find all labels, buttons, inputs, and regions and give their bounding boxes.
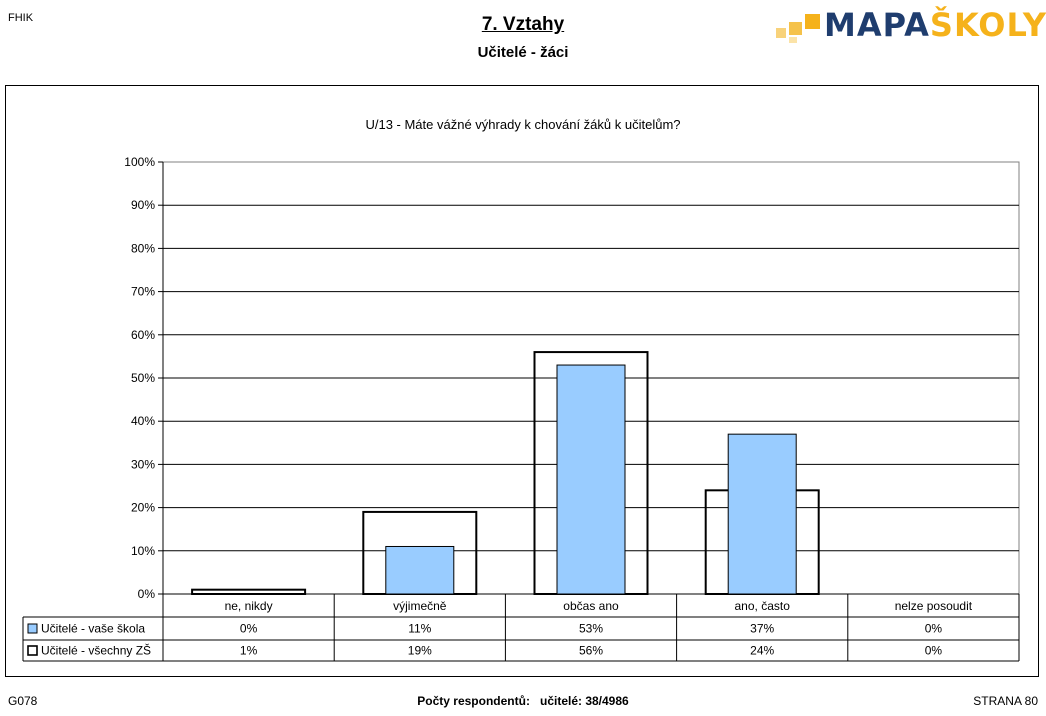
bar-your-school xyxy=(556,364,626,595)
legend-swatch-all-schools xyxy=(27,645,38,656)
chart-frame xyxy=(5,85,1039,677)
page-subtitle: Učitelé - žáci xyxy=(477,44,569,61)
category-label: ano, často xyxy=(735,599,791,613)
logo-square-icon xyxy=(789,22,802,35)
y-tick-label: 30% xyxy=(131,457,155,471)
bar-your-school xyxy=(385,545,455,595)
category-label: občas ano xyxy=(563,599,619,613)
data-label: 0% xyxy=(925,622,943,636)
y-tick-label: 50% xyxy=(131,371,155,385)
y-tick-label: 20% xyxy=(131,501,155,515)
y-tick-label: 40% xyxy=(131,414,155,428)
data-label: 0% xyxy=(925,644,943,658)
y-tick-label: 100% xyxy=(124,155,155,169)
category-label: ne, nikdy xyxy=(225,599,273,613)
data-table: ne, nikdy výjimečně občas ano ano, často nel… xyxy=(22,594,1020,662)
y-tick-label: 80% xyxy=(131,241,155,255)
y-tick-label: 60% xyxy=(131,328,155,342)
y-tick-label: 10% xyxy=(131,544,155,558)
data-label: 24% xyxy=(750,644,774,658)
category-label: nelze posoudit xyxy=(895,599,973,613)
legend-swatch-your-school xyxy=(27,623,38,634)
mapa-skoly-logo: MAPAŠKOLY xyxy=(776,6,1046,44)
logo-square-icon xyxy=(776,28,786,38)
data-label: 37% xyxy=(750,622,774,636)
footer-code: G078 xyxy=(8,694,38,708)
axis: 0% 10% 20% 30% 40% 50% 60% 70% 80% 90% 100% xyxy=(124,155,1019,601)
corner-code: FHIK xyxy=(8,12,34,24)
data-label: 1% xyxy=(240,644,258,658)
page-title: 7. Vztahy xyxy=(481,14,565,35)
y-tick-label: 70% xyxy=(131,285,155,299)
data-label: 19% xyxy=(408,644,432,658)
y-tick-label: 0% xyxy=(138,587,156,601)
data-label: 56% xyxy=(579,644,603,658)
logo-text: MAPAŠKOLY xyxy=(824,6,1046,44)
data-label: 11% xyxy=(408,622,431,636)
logo-square-icon xyxy=(805,14,820,29)
data-label: 0% xyxy=(240,622,258,636)
chart-title: U/13 - Máte vážné výhrady k chování žáků… xyxy=(365,117,681,132)
logo-text-part1: MAPA xyxy=(824,6,930,44)
respondents-value: učitelé: 38/4986 xyxy=(539,694,629,708)
legend-label: Učitelé - vaše škola xyxy=(41,622,145,636)
logo-square-icon xyxy=(789,37,797,43)
y-tick-label: 90% xyxy=(131,198,155,212)
logo-text-part2: ŠKOLY xyxy=(929,6,1046,44)
category-label: výjimečně xyxy=(393,599,447,613)
legend-label: Učitelé - všechny ZŠ xyxy=(41,643,151,658)
footer-page: STRANA 80 xyxy=(973,694,1038,708)
footer-respondents: Počty respondentů: učitelé: 38/4986 xyxy=(0,694,1046,708)
bar-your-school xyxy=(727,433,797,595)
bars xyxy=(191,351,820,596)
respondents-label: Počty respondentů: xyxy=(417,694,530,708)
data-label: 53% xyxy=(579,622,603,636)
